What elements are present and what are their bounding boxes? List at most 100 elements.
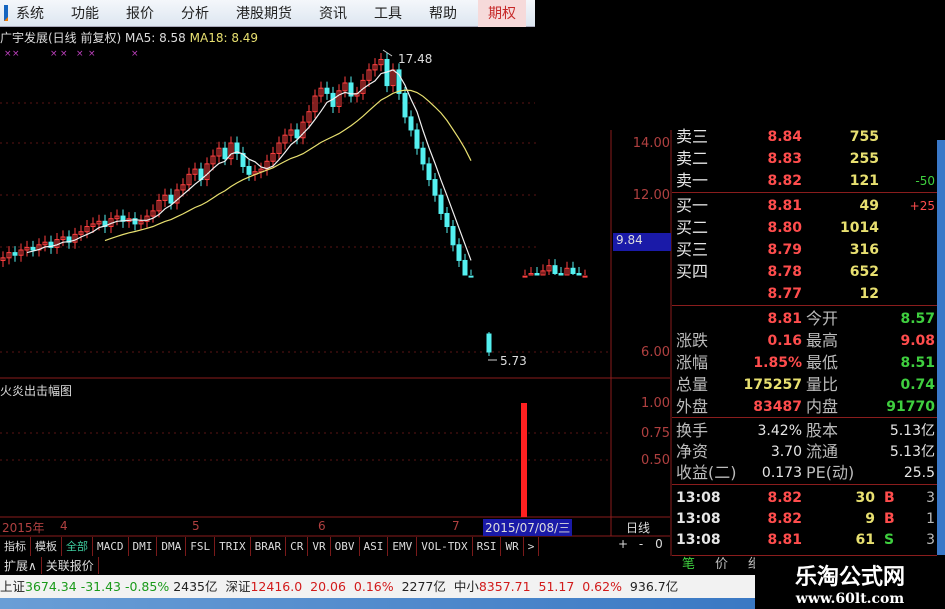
watermark: 乐淘公式网 www.60lt.com [755,555,945,609]
fund-label: 换手 [676,421,709,440]
zoom-controls: + - 0 [614,537,668,551]
indicator-tab[interactable]: EMV [388,537,418,556]
candle-up [366,69,372,81]
expand-button[interactable]: 扩展∧ [0,557,42,574]
candle-up [306,111,312,123]
candle-down [348,82,354,97]
indicator-tab[interactable]: 模板 [31,537,62,556]
bid-label: 买二 [676,218,709,237]
indicator-tab[interactable]: 指标 [0,537,31,556]
price-tick: 14.00 [632,136,670,151]
fund-value: 5.13亿 [889,444,935,460]
watermark-url: www.60lt.com [795,591,905,607]
menu-news[interactable]: 资讯 [319,6,347,22]
indicator-tab[interactable]: CR [286,537,309,556]
indicator-tab[interactable]: ASI [360,537,389,556]
quote-row: 8.81 今开 8.57 [672,308,937,330]
candle-up [156,199,162,212]
candle-down [222,147,228,160]
stat-value: 1.85% [753,355,802,371]
status-bar: 上证3674.34 -31.43 -0.85% 2435亿 深证12416.0 … [0,575,945,598]
candle-up [24,246,30,251]
period-button[interactable]: 日线 [626,521,651,535]
menu-quote[interactable]: 报价 [126,6,154,22]
tick-time: 13:08 [676,532,721,548]
stat-value: 8.57 [900,311,935,327]
indicator-tab[interactable]: MACD [93,537,129,556]
menu-help[interactable]: 帮助 [429,6,457,22]
zx-index: 8357.71 [478,579,531,594]
indicator-tab[interactable]: FSL [186,537,216,556]
zoom-reset-button[interactable]: 0 [655,537,663,551]
signal-marker-icon: × [76,49,84,59]
fund-label: 股本 [806,421,839,440]
tick-time: 13:08 [676,490,721,506]
stat-value: 83487 [753,399,802,415]
cursor-date: 2015/07/08/三 [483,519,573,536]
stat-label: 外盘 [676,397,709,416]
bid-label: 买一 [676,196,709,215]
tick-volume: 61 [855,532,875,548]
candle-down [246,165,252,175]
menu-hk-futures[interactable]: 港股期货 [236,6,292,22]
candle-up [84,226,90,233]
stat-label: 最高 [806,331,839,350]
quote-row: 8.77 12 [672,283,937,305]
watermark-name: 乐淘公式网 [794,565,905,590]
menu-analysis[interactable]: 分析 [181,6,209,22]
candle-up [138,220,144,225]
indicator-bar [521,403,527,517]
signal-marker-icon: × [4,49,12,59]
indicator-tab[interactable]: 全部 [62,537,93,556]
price-tick: 6.00 [641,345,670,360]
candle-down [444,212,450,228]
candle-up [0,257,6,261]
candle-down [534,273,540,276]
candle-up [372,64,378,71]
tick-side: B [884,490,895,506]
sz-change: 20.06 [310,579,346,594]
scrollbar[interactable] [937,140,945,597]
ask-price: 8.83 [767,151,802,167]
indicator-tab[interactable]: VOL-TDX [417,537,473,556]
indicator-tab[interactable]: VR [308,537,331,556]
ask-volume: 755 [849,129,879,145]
indicator-tab[interactable]: BRAR [251,537,287,556]
indicator-tab[interactable]: TRIX [215,537,251,556]
menu-function[interactable]: 功能 [71,6,99,22]
sh-pct: -0.85% [124,579,170,594]
zoom-in-button[interactable]: + [617,537,629,551]
signal-marker-icon: × [50,49,58,59]
indicator-tab[interactable]: OBV [331,537,360,556]
high-label: 17.48 [398,52,433,66]
menu-system[interactable]: 系统 [16,6,44,22]
bid-volume: 49 [859,198,879,214]
indicator-tab[interactable]: > [524,537,540,556]
quote-row: 买四 8.78 652 [672,261,937,283]
zoom-out-button[interactable]: - [638,537,644,551]
chart-title: 广宇发展(日线 前复权) MA5: 8.58 MA18: 8.49 [0,29,258,46]
sz-label: 深证 [225,579,251,594]
candle-up [546,265,552,272]
divider [672,192,937,193]
tick-volume: 30 [855,490,875,506]
indicator-tab[interactable]: DMI [129,537,158,556]
menu-bar: 系统 功能 报价 分析 港股期货 资讯 工具 帮助 期权 [0,0,535,27]
candle-up [186,173,192,186]
related-quotes-button[interactable]: 关联报价 [42,557,99,574]
indicator-tab[interactable]: WR [501,537,524,556]
quote-row: 卖一 8.82 121 -50 [672,170,937,192]
candle-up [312,95,318,113]
candle-up [276,142,282,154]
menu-options[interactable]: 期权 [478,0,526,27]
menu-tools[interactable]: 工具 [374,6,402,22]
sh-index: 3674.34 [25,579,77,594]
indicator-tab[interactable]: RSI [473,537,502,556]
fund-label: 收益(二) [676,463,737,482]
fund-label: 净资 [676,442,709,461]
indicator-tab[interactable]: DMA [157,537,187,556]
quote-row: 笔价细 [672,554,937,576]
candle-down [234,142,240,154]
indicator-tick: 0.75 [641,426,670,441]
